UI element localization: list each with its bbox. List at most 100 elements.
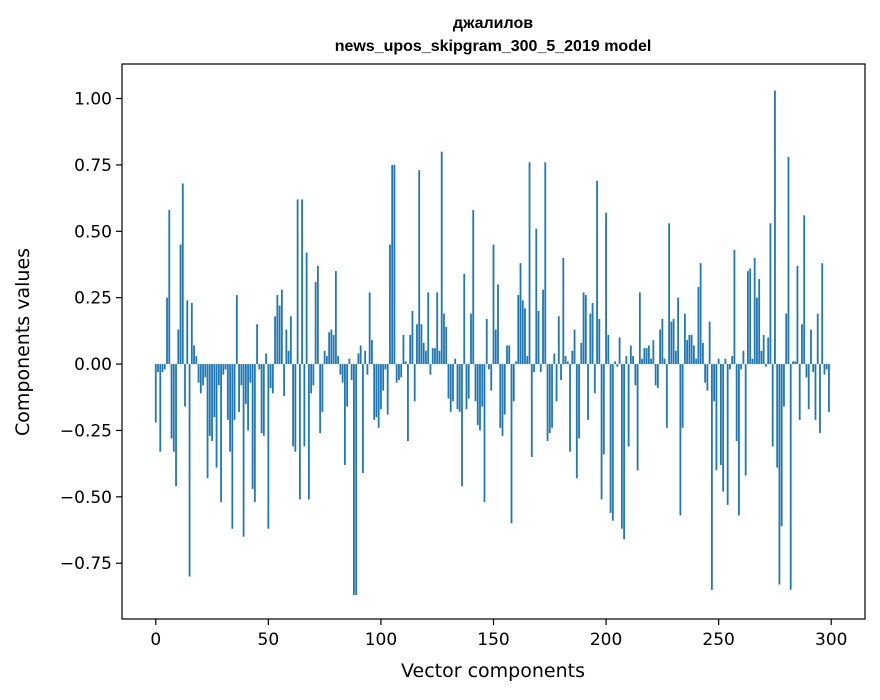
bar-component-212: [632, 356, 634, 365]
bar-component-56: [280, 289, 283, 365]
bar-component-143: [476, 364, 479, 426]
bar-component-71: [314, 281, 317, 365]
bar-component-282: [789, 364, 792, 590]
bar-component-205: [616, 364, 619, 367]
bar-component-96: [371, 340, 373, 365]
bar-component-114: [411, 310, 414, 365]
bar-component-189: [580, 342, 583, 365]
bar-component-279: [783, 364, 785, 407]
bar-component-161: [517, 295, 520, 365]
bar-component-204: [614, 361, 616, 365]
bar-component-11: [179, 244, 182, 365]
bar-component-134: [456, 364, 459, 410]
bar-component-168: [533, 364, 535, 373]
bar-component-117: [418, 170, 421, 365]
bar-component-136: [461, 364, 463, 487]
bar-component-259: [738, 364, 740, 516]
bar-component-222: [654, 364, 657, 386]
bar-component-219: [647, 345, 650, 365]
bar-component-7: [170, 364, 173, 439]
bar-component-133: [454, 358, 457, 365]
bar-component-240: [695, 358, 698, 365]
bar-component-280: [785, 313, 788, 365]
bar-component-169: [535, 228, 538, 365]
bar-component-283: [792, 361, 794, 365]
bar-component-145: [481, 364, 484, 407]
bar-component-9: [175, 364, 177, 487]
bar-component-155: [503, 364, 506, 415]
bar-component-193: [589, 313, 592, 365]
bar-component-226: [663, 358, 666, 365]
bar-component-6: [168, 210, 171, 365]
bar-component-291: [810, 329, 812, 365]
bar-component-54: [276, 295, 279, 365]
bar-component-72: [316, 265, 319, 365]
bar-component-162: [519, 263, 522, 365]
bar-component-67: [305, 252, 308, 365]
bar-component-154: [501, 364, 504, 436]
bar-component-236: [686, 340, 689, 365]
bar-component-165: [526, 356, 529, 365]
bar-component-147: [485, 318, 488, 365]
bar-component-4: [163, 364, 166, 370]
bar-component-129: [445, 326, 448, 365]
bar-component-66: [303, 364, 306, 447]
y-tick-label: −0.25: [60, 421, 112, 441]
bar-component-127: [440, 151, 443, 365]
bar-component-100: [380, 364, 382, 410]
bar-component-277: [778, 364, 781, 585]
bar-component-34: [231, 364, 234, 529]
bar-component-286: [798, 364, 801, 420]
bar-component-61: [292, 364, 295, 447]
y-axis-label: Components values: [12, 248, 34, 436]
bar-component-76: [325, 356, 328, 365]
bar-component-10: [177, 329, 180, 365]
bar-component-69: [310, 364, 313, 394]
bar-component-269: [760, 350, 763, 365]
bar-component-27: [215, 364, 218, 468]
bar-component-91: [359, 345, 362, 365]
bar-component-192: [587, 364, 589, 420]
bar-component-163: [521, 300, 524, 365]
bar-component-109: [400, 364, 403, 378]
bar-component-229: [670, 321, 673, 365]
bar-component-97: [373, 364, 376, 420]
bar-component-85: [346, 364, 349, 407]
bar-component-45: [256, 324, 258, 365]
bar-component-249: [715, 364, 718, 471]
bar-component-264: [749, 268, 752, 365]
bar-component-121: [427, 292, 430, 365]
bar-component-270: [762, 334, 765, 365]
bar-component-248: [713, 364, 716, 402]
bar-component-0: [154, 364, 157, 423]
bar-component-228: [668, 223, 671, 365]
bar-component-245: [706, 364, 709, 391]
bar-component-175: [548, 364, 551, 434]
bar-component-75: [323, 350, 326, 365]
x-axis-ticks: 0 50 100 150 200 250 300: [150, 619, 847, 650]
bar-component-60: [289, 316, 292, 365]
bar-component-275: [774, 90, 776, 365]
bar-component-215: [638, 292, 641, 365]
bar-component-195: [593, 364, 596, 394]
bar-component-53: [274, 316, 276, 365]
bar-component-184: [569, 364, 571, 452]
bar-component-22: [204, 364, 207, 378]
bar-component-206: [618, 337, 621, 365]
bar-component-218: [645, 348, 648, 365]
bar-component-42: [249, 364, 252, 383]
bar-component-260: [740, 364, 743, 370]
bar-component-207: [620, 364, 623, 529]
bar-component-191: [584, 295, 587, 365]
bar-component-170: [537, 310, 540, 365]
bar-component-57: [283, 364, 286, 396]
bar-component-64: [298, 364, 301, 500]
bar-component-265: [751, 358, 754, 365]
bar-component-37: [238, 364, 240, 412]
bar-component-28: [217, 364, 220, 386]
bar-component-30: [222, 364, 225, 375]
bar-component-266: [753, 257, 756, 365]
bar-component-26: [213, 364, 216, 418]
bar-component-216: [641, 358, 643, 365]
